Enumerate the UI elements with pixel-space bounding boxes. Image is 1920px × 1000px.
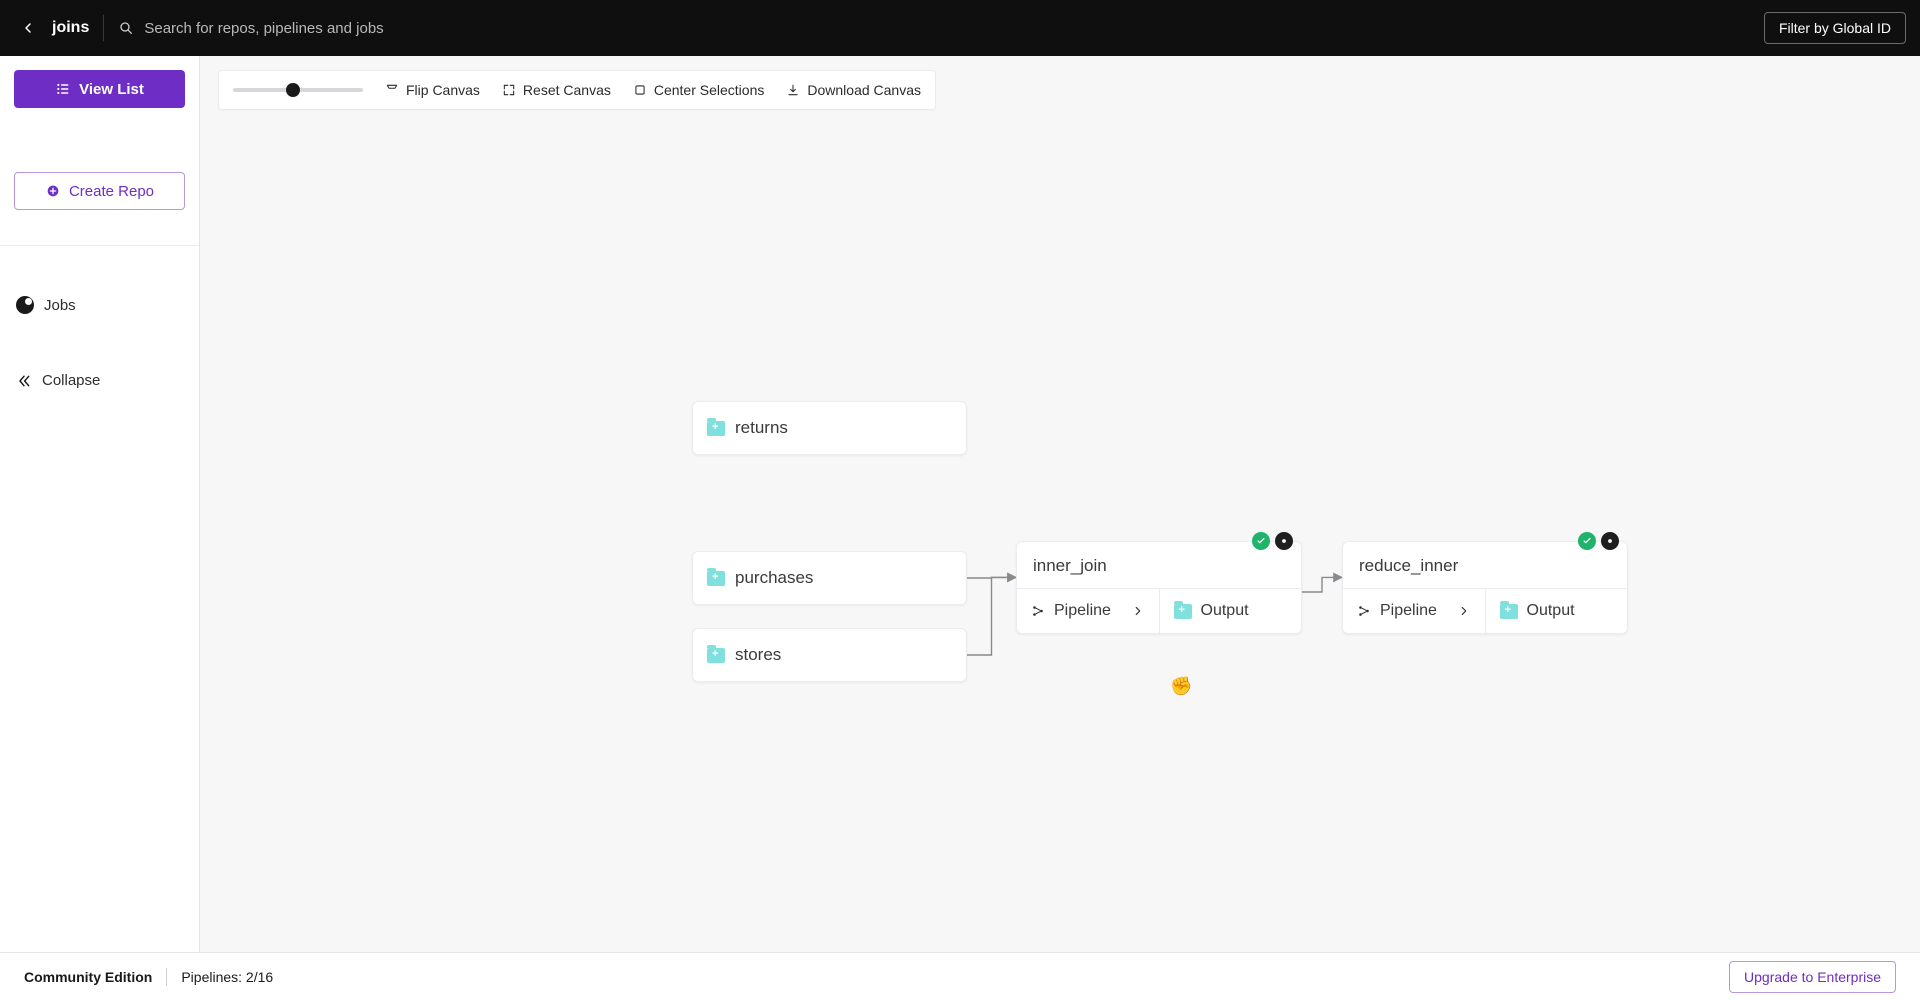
repo-node-returns[interactable]: returns [692, 401, 967, 455]
topbar: joins Filter by Global ID [0, 0, 1920, 56]
zoom-slider-thumb[interactable] [286, 83, 300, 97]
upgrade-enterprise-button[interactable]: Upgrade to Enterprise [1729, 961, 1896, 993]
pipelines-count-label: Pipelines: 2/16 [181, 969, 273, 985]
folder-icon [1500, 604, 1518, 619]
dag-canvas[interactable]: Flip Canvas Reset Canvas Center Selectio… [200, 56, 1920, 952]
list-icon [55, 81, 71, 97]
search-icon [118, 20, 134, 36]
grab-cursor-icon: ✊ [1170, 676, 1192, 697]
main: View List Create Repo Jobs Collapse [0, 56, 1920, 952]
edge [967, 577, 1016, 578]
back-button[interactable] [14, 14, 42, 42]
sidebar-collapse[interactable]: Collapse [14, 362, 185, 399]
repo-node-label: stores [735, 645, 781, 665]
download-canvas-label: Download Canvas [807, 82, 921, 98]
center-selections-label: Center Selections [654, 82, 765, 98]
folder-icon [707, 421, 725, 436]
repo-node-stores[interactable]: stores [692, 628, 967, 682]
sidebar-item-jobs[interactable]: Jobs [14, 286, 185, 324]
edition-label: Community Edition [24, 969, 152, 985]
reset-canvas-label: Reset Canvas [523, 82, 611, 98]
download-icon [786, 83, 800, 97]
pipeline-node-inner_join[interactable]: inner_join Pipeline Output [1016, 541, 1302, 634]
network-icon [1357, 604, 1371, 618]
folder-icon [707, 571, 725, 586]
jobs-icon [16, 296, 34, 314]
status-info-icon [1601, 532, 1619, 550]
filter-global-id-button[interactable]: Filter by Global ID [1764, 12, 1906, 44]
view-list-button[interactable]: View List [14, 70, 185, 108]
repo-node-label: returns [735, 418, 788, 438]
status-success-icon [1252, 532, 1270, 550]
edge [967, 577, 1016, 655]
divider [166, 968, 167, 986]
canvas-toolbar: Flip Canvas Reset Canvas Center Selectio… [218, 70, 936, 110]
chevron-double-left-icon [16, 373, 32, 389]
divider [0, 220, 199, 246]
output-tab[interactable]: Output [1486, 589, 1628, 633]
footer: Community Edition Pipelines: 2/16 Upgrad… [0, 952, 1920, 1000]
chevron-right-icon [1457, 604, 1471, 618]
search-input[interactable] [144, 20, 644, 37]
sidebar: View List Create Repo Jobs Collapse [0, 56, 200, 952]
pipeline-status-badges [1252, 532, 1293, 550]
status-success-icon [1578, 532, 1596, 550]
arrow-left-icon [20, 20, 36, 36]
pipeline-status-badges [1578, 532, 1619, 550]
divider [103, 15, 104, 41]
search-wrap [118, 20, 1764, 37]
download-canvas-button[interactable]: Download Canvas [786, 82, 921, 98]
repo-node-purchases[interactable]: purchases [692, 551, 967, 605]
view-list-label: View List [79, 81, 144, 98]
pipeline-node-reduce_inner[interactable]: reduce_inner Pipeline Output [1342, 541, 1628, 634]
status-info-icon [1275, 532, 1293, 550]
folder-icon [707, 648, 725, 663]
zoom-slider[interactable] [233, 88, 363, 92]
pipeline-tab[interactable]: Pipeline [1343, 589, 1486, 633]
reset-canvas-button[interactable]: Reset Canvas [502, 82, 611, 98]
pipeline-tab-label: Pipeline [1054, 602, 1111, 620]
plus-circle-icon [45, 183, 61, 199]
output-tab-label: Output [1527, 602, 1575, 620]
flip-canvas-label: Flip Canvas [406, 82, 480, 98]
expand-icon [502, 83, 516, 97]
create-repo-label: Create Repo [69, 183, 154, 200]
network-icon [1031, 604, 1045, 618]
center-selections-button[interactable]: Center Selections [633, 82, 765, 98]
sidebar-collapse-label: Collapse [42, 372, 100, 389]
output-tab-label: Output [1201, 602, 1249, 620]
dag-edges [200, 56, 1920, 952]
pipeline-tab-label: Pipeline [1380, 602, 1437, 620]
folder-icon [1174, 604, 1192, 619]
flip-icon [385, 83, 399, 97]
chevron-right-icon [1131, 604, 1145, 618]
pipeline-tab[interactable]: Pipeline [1017, 589, 1160, 633]
square-icon [633, 83, 647, 97]
repo-node-label: purchases [735, 568, 813, 588]
edge [1302, 577, 1342, 592]
sidebar-item-label: Jobs [44, 297, 76, 314]
flip-canvas-button[interactable]: Flip Canvas [385, 82, 480, 98]
output-tab[interactable]: Output [1160, 589, 1302, 633]
breadcrumb[interactable]: joins [52, 19, 89, 37]
create-repo-button[interactable]: Create Repo [14, 172, 185, 210]
